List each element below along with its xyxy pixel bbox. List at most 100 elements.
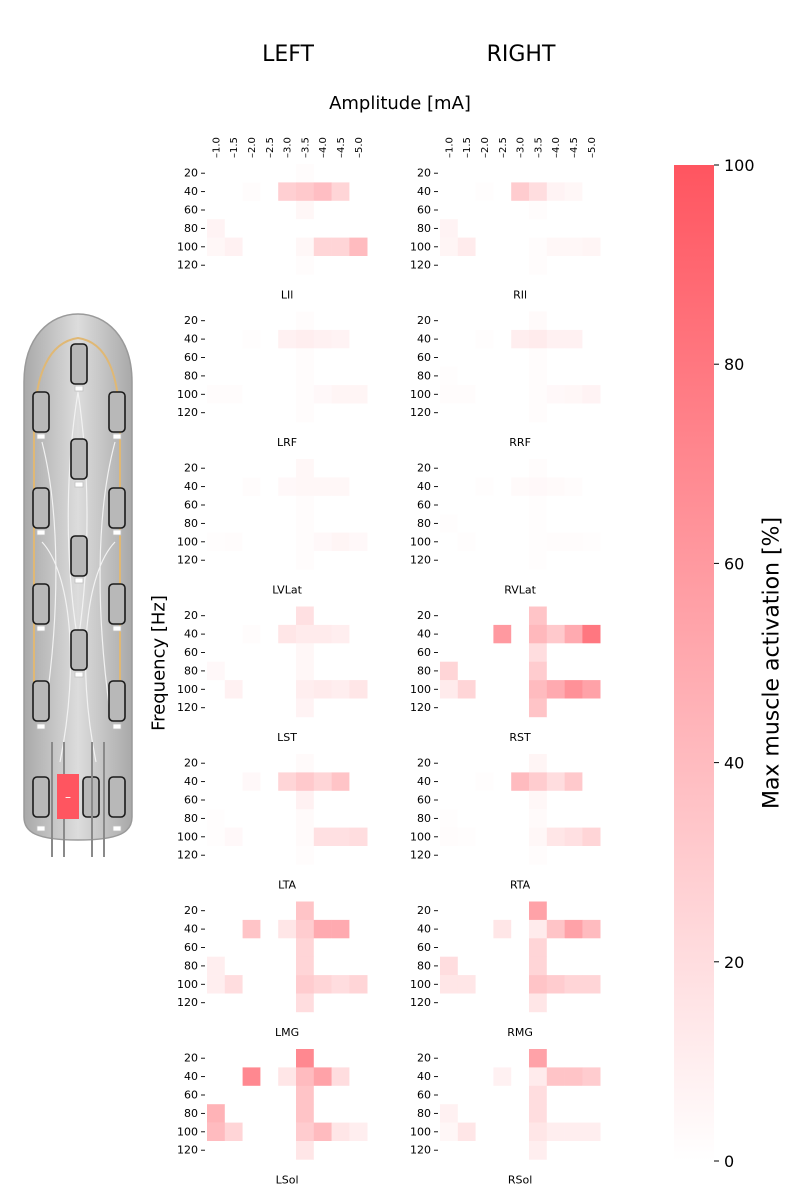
heatmap-cell: [564, 698, 583, 718]
heatmap-cell: [207, 551, 226, 570]
heatmap-cell: [582, 680, 601, 699]
heatmap-cell: [440, 661, 459, 681]
heatmap-cell: [546, 403, 565, 423]
heatmap-cell: [493, 754, 512, 773]
y-tick-label: 40: [184, 1070, 198, 1083]
heatmap-cell: [564, 385, 583, 404]
y-tick-label: 20: [184, 462, 198, 475]
y-tick-label: 20: [417, 904, 431, 917]
heatmap-RVLat: 20 40 60 80 100 120 RVLat: [410, 459, 601, 596]
y-tick-label: 80: [417, 517, 431, 530]
heatmap-cell: [296, 182, 315, 202]
heatmap-cell: [313, 827, 332, 847]
heatmap-cell: [493, 975, 512, 994]
heatmap-cell: [278, 477, 297, 497]
heatmap-cell: [582, 311, 601, 331]
heatmap-cell: [582, 754, 601, 773]
heatmap-cell: [224, 846, 243, 865]
heatmap-cell: [564, 1122, 583, 1142]
heatmap-cell: [242, 1122, 261, 1142]
heatmap-cell: [457, 256, 476, 275]
heatmap-cell: [260, 975, 279, 994]
heatmap-cell: [349, 532, 368, 552]
heatmap-cell: [296, 754, 315, 773]
heatmap-cell: [511, 956, 530, 976]
heatmap-cell: [260, 809, 279, 828]
heatmap-cell: [475, 919, 494, 939]
heatmap-cell: [475, 164, 494, 183]
heatmap-cell: [349, 237, 368, 257]
heatmap-cell: [313, 514, 332, 533]
heatmap-cell: [582, 1049, 601, 1068]
y-tick-label: 20: [184, 609, 198, 622]
heatmap-cell: [511, 698, 530, 718]
heatmap-cell: [331, 551, 350, 570]
heatmap-cell: [296, 403, 315, 423]
heatmap-cell: [475, 182, 494, 202]
x-tick-label: –3.0: [283, 137, 294, 158]
heatmap-cell: [475, 1104, 494, 1123]
heatmap-cell: [313, 182, 332, 202]
heatmap-cell: [207, 680, 226, 699]
heatmap-cell: [511, 514, 530, 533]
heatmap-cell: [582, 532, 601, 552]
heatmap-cell: [278, 551, 297, 570]
heatmap-cell: [296, 477, 315, 497]
heatmap-cell: [331, 809, 350, 828]
heatmap-cell: [440, 311, 459, 331]
y-tick-label: 80: [417, 959, 431, 972]
y-tick-label: 40: [184, 185, 198, 198]
heatmap-cell: [475, 754, 494, 773]
heatmap-cell: [224, 1049, 243, 1068]
y-tick-label: 100: [177, 683, 198, 696]
heatmap-cell: [564, 495, 583, 515]
y-tick-label: 100: [177, 978, 198, 991]
heatmap-cell: [475, 993, 494, 1013]
heatmap-cell: [564, 975, 583, 994]
heatmap-cell: [440, 846, 459, 865]
heatmap-cell: [260, 901, 279, 921]
x-tick-label: –2.0: [480, 137, 491, 158]
right-side-title: RIGHT: [486, 42, 556, 67]
heatmap-cell: [564, 164, 583, 183]
heatmap-cell: [582, 237, 601, 257]
heatmap-cell: [475, 1085, 494, 1105]
electrodes: [32, 343, 126, 818]
heatmap-cell: [546, 219, 565, 238]
heatmap-cell: [296, 624, 315, 644]
heatmap-cell: [207, 1049, 226, 1068]
heatmap-cell: [582, 1085, 601, 1105]
heatmap-cell: [260, 661, 279, 681]
heatmap-cell: [313, 237, 332, 257]
heatmap-cell: [224, 329, 243, 349]
internal-traces: [41, 391, 116, 763]
heatmap-cell: [313, 993, 332, 1013]
heatmap-cell: [564, 459, 583, 478]
colorbar-tick-label: 0: [724, 1152, 734, 1171]
heatmap-LVLat: 20 40 60 80 100 120 LVLat: [177, 459, 368, 596]
heatmap-cell: [511, 754, 530, 773]
heatmap-cell: [224, 403, 243, 423]
heatmap-cell: [313, 938, 332, 957]
heatmap-cell: [296, 643, 315, 662]
y-tick-label: 80: [184, 222, 198, 235]
heatmap-cell: [457, 1085, 476, 1105]
heatmap-cell: [529, 606, 548, 626]
heatmap-cell: [260, 256, 279, 275]
heatmap-cell: [260, 790, 279, 810]
heatmap-cell: [546, 846, 565, 865]
heatmap-cell: [260, 164, 279, 183]
heatmap-cell: [278, 938, 297, 957]
heatmap-cell: [440, 403, 459, 423]
heatmap-cell: [278, 366, 297, 386]
heatmap-cell: [207, 919, 226, 939]
heatmap-cell: [260, 182, 279, 202]
heatmap-cell: [457, 624, 476, 644]
heatmap-cell: [529, 1067, 548, 1087]
heatmap-cell: [475, 459, 494, 478]
heatmap-cell: [296, 164, 315, 183]
heatmap-cell: [511, 219, 530, 238]
heatmap-cell: [493, 366, 512, 386]
heatmap-cell: [582, 329, 601, 349]
